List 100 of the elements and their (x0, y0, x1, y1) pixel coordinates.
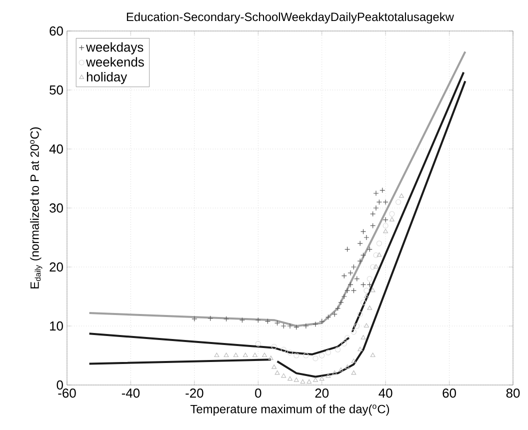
point (300, 379, 306, 384)
point (294, 377, 299, 382)
point (255, 317, 261, 323)
point (319, 352, 325, 358)
point (360, 252, 366, 258)
point (364, 323, 369, 328)
legend-label: weekdays (86, 42, 144, 54)
point (380, 188, 386, 194)
point (332, 370, 338, 375)
point (280, 346, 286, 352)
point (334, 306, 341, 312)
point (224, 352, 229, 358)
point (303, 352, 309, 358)
point (262, 352, 267, 358)
point (272, 364, 277, 369)
point (360, 300, 366, 306)
point (366, 282, 372, 288)
point (255, 340, 261, 346)
point (325, 314, 332, 320)
point (360, 335, 366, 340)
y-tick-label: 20 (50, 262, 63, 272)
point (294, 324, 300, 330)
point (341, 340, 347, 346)
point (341, 273, 347, 279)
point (271, 344, 277, 350)
point (350, 329, 357, 335)
point (312, 321, 318, 328)
point (281, 373, 286, 378)
point (367, 306, 372, 310)
point (287, 350, 293, 356)
x-tick-label: -20 (186, 388, 204, 398)
point (354, 276, 360, 282)
point (288, 376, 292, 381)
point (382, 217, 388, 223)
point (364, 288, 370, 294)
x-axis-title: Temperature maximum of the day($^{o}$C) (190, 404, 390, 416)
point (306, 379, 312, 384)
point (280, 323, 286, 329)
point (351, 370, 356, 375)
point (373, 190, 379, 196)
point (325, 350, 332, 356)
point (366, 276, 372, 282)
point (373, 252, 379, 258)
point (208, 316, 214, 322)
point (351, 358, 356, 363)
y-tick-label: 50 (50, 85, 63, 95)
point (350, 264, 357, 270)
point (341, 294, 347, 300)
point (274, 370, 280, 375)
point (287, 323, 293, 329)
point (382, 222, 388, 228)
point (252, 352, 258, 358)
x-tick-label: 20 (315, 388, 329, 398)
point (357, 240, 363, 246)
point (242, 352, 248, 358)
point (319, 376, 324, 381)
point (348, 270, 354, 276)
point (332, 311, 338, 317)
point (370, 222, 376, 228)
point (370, 288, 376, 292)
point (344, 364, 350, 369)
point (374, 264, 378, 269)
y-tick-label: 60 (50, 26, 63, 36)
point (370, 352, 376, 358)
point (312, 356, 318, 362)
point (364, 294, 369, 298)
point (264, 318, 270, 324)
x-tick-label: -60 (58, 388, 76, 398)
x-tick-label: 80 (506, 388, 520, 398)
point (338, 367, 344, 372)
point (294, 352, 300, 358)
point (239, 317, 246, 323)
point (366, 246, 372, 252)
point (389, 211, 395, 217)
point (376, 240, 382, 246)
point (233, 352, 238, 358)
point (348, 282, 354, 288)
legend-label: holiday (86, 72, 128, 84)
point (268, 356, 274, 360)
point (357, 311, 363, 317)
point (373, 205, 379, 211)
point (383, 228, 388, 234)
point (382, 199, 388, 205)
chart-title: Education-Secondary-SchoolWeekdayDailyPeaktotalusagekw (126, 12, 454, 24)
point (334, 346, 341, 352)
point (357, 258, 363, 264)
point (326, 373, 331, 378)
point (344, 246, 350, 252)
point (364, 234, 370, 240)
point (389, 217, 394, 222)
y-tick-label: 30 (50, 203, 63, 213)
x-tick-label: 60 (442, 388, 456, 398)
point (399, 193, 404, 198)
y-axis-title: E$_{daily}$ (normalized to P at 20$^{o}$C) (30, 127, 42, 288)
point (319, 318, 325, 324)
point (396, 199, 402, 205)
point (358, 346, 363, 352)
legend-label: weekends (86, 57, 144, 67)
x-tick-label: 40 (378, 388, 392, 398)
x-tick-label: -40 (122, 388, 140, 398)
